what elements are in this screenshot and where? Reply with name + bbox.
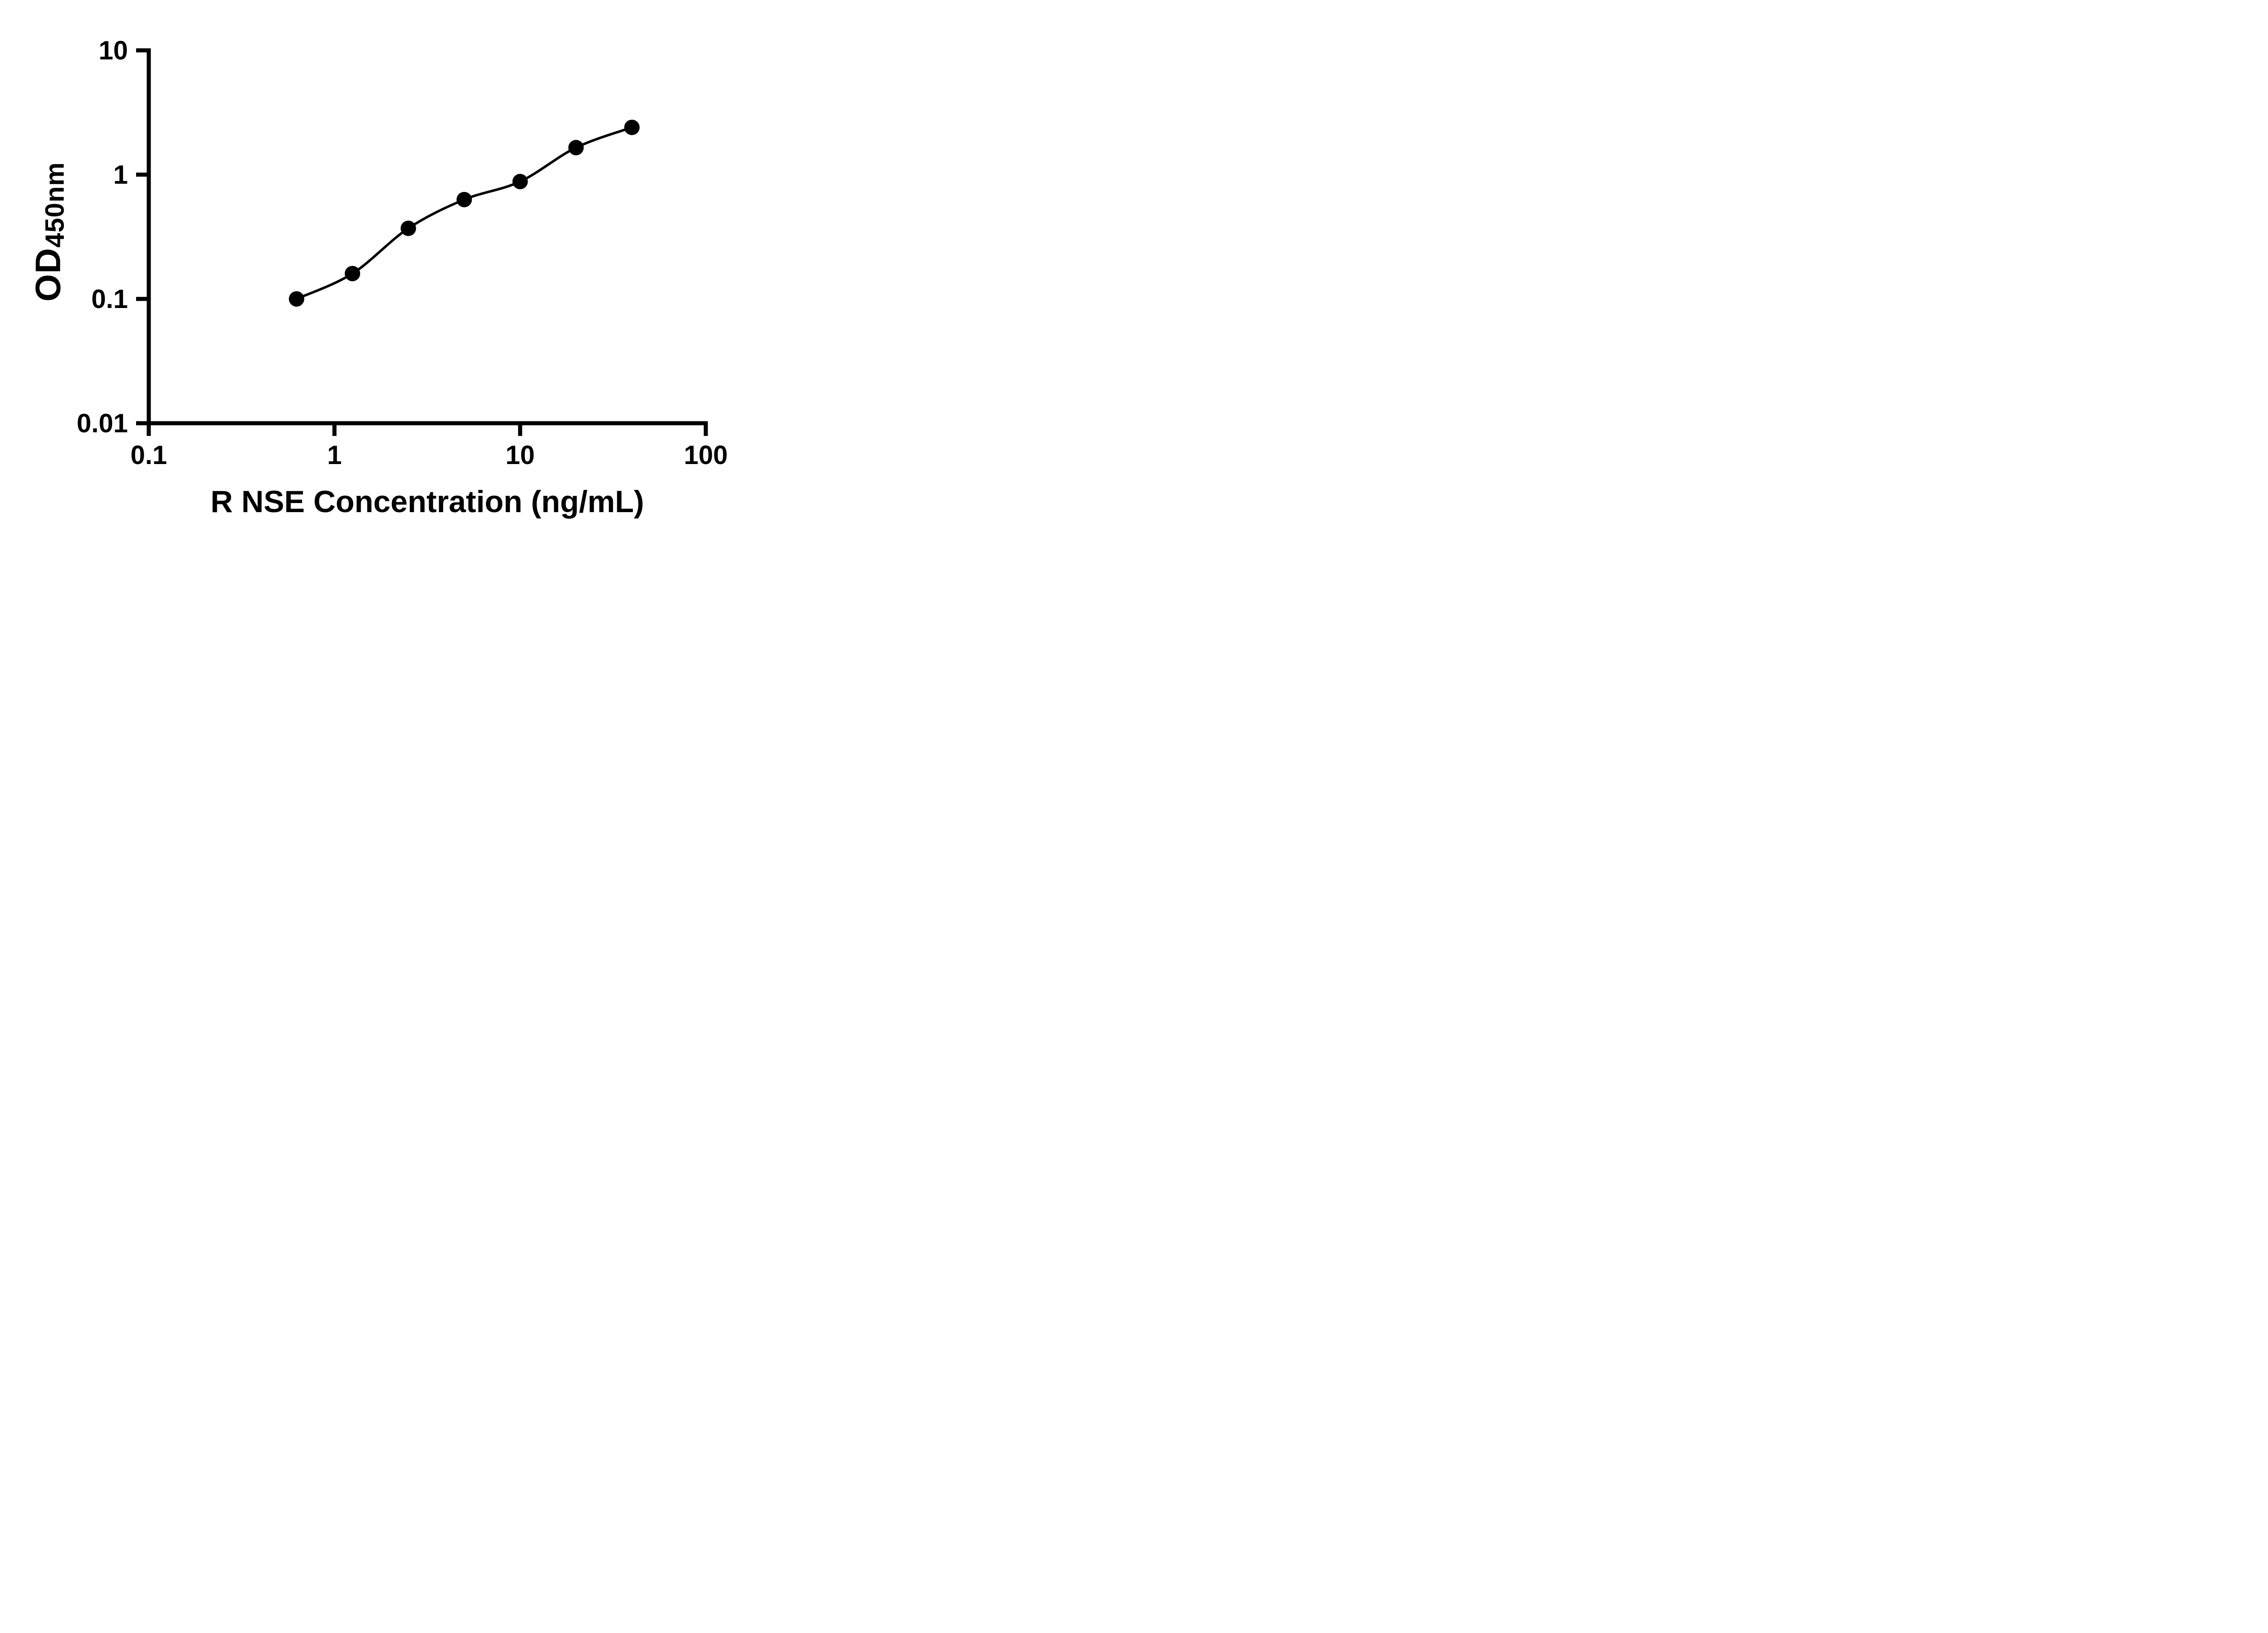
x-tick-label: 1	[327, 440, 342, 470]
x-tick-label: 10	[505, 440, 535, 470]
x-axis-title: R NSE Concentration (ng/mL)	[210, 484, 644, 519]
y-axis-title-subscript: 450nm	[40, 162, 70, 248]
data-point	[401, 220, 416, 236]
data-point	[624, 119, 640, 135]
data-point	[512, 174, 528, 190]
data-point	[568, 140, 584, 156]
standard-curve-figure: 0.1 1 10 100 0.01 0.1 1 10 OD450nm R NSE Concen…	[0, 0, 777, 544]
y-tick-label: 0.01	[77, 409, 128, 438]
y-tick-label: 10	[98, 36, 128, 65]
axes	[147, 48, 708, 425]
y-tick-label: 0.1	[91, 284, 128, 314]
y-axis-title-base: OD	[28, 247, 68, 302]
data-point	[288, 291, 304, 307]
data-point	[456, 191, 472, 207]
x-tick-label: 0.1	[131, 440, 167, 470]
y-tick-label: 1	[113, 160, 128, 190]
x-tick-label: 100	[684, 440, 728, 470]
y-axis-title: OD450nm	[28, 162, 70, 302]
data-point	[345, 266, 361, 282]
